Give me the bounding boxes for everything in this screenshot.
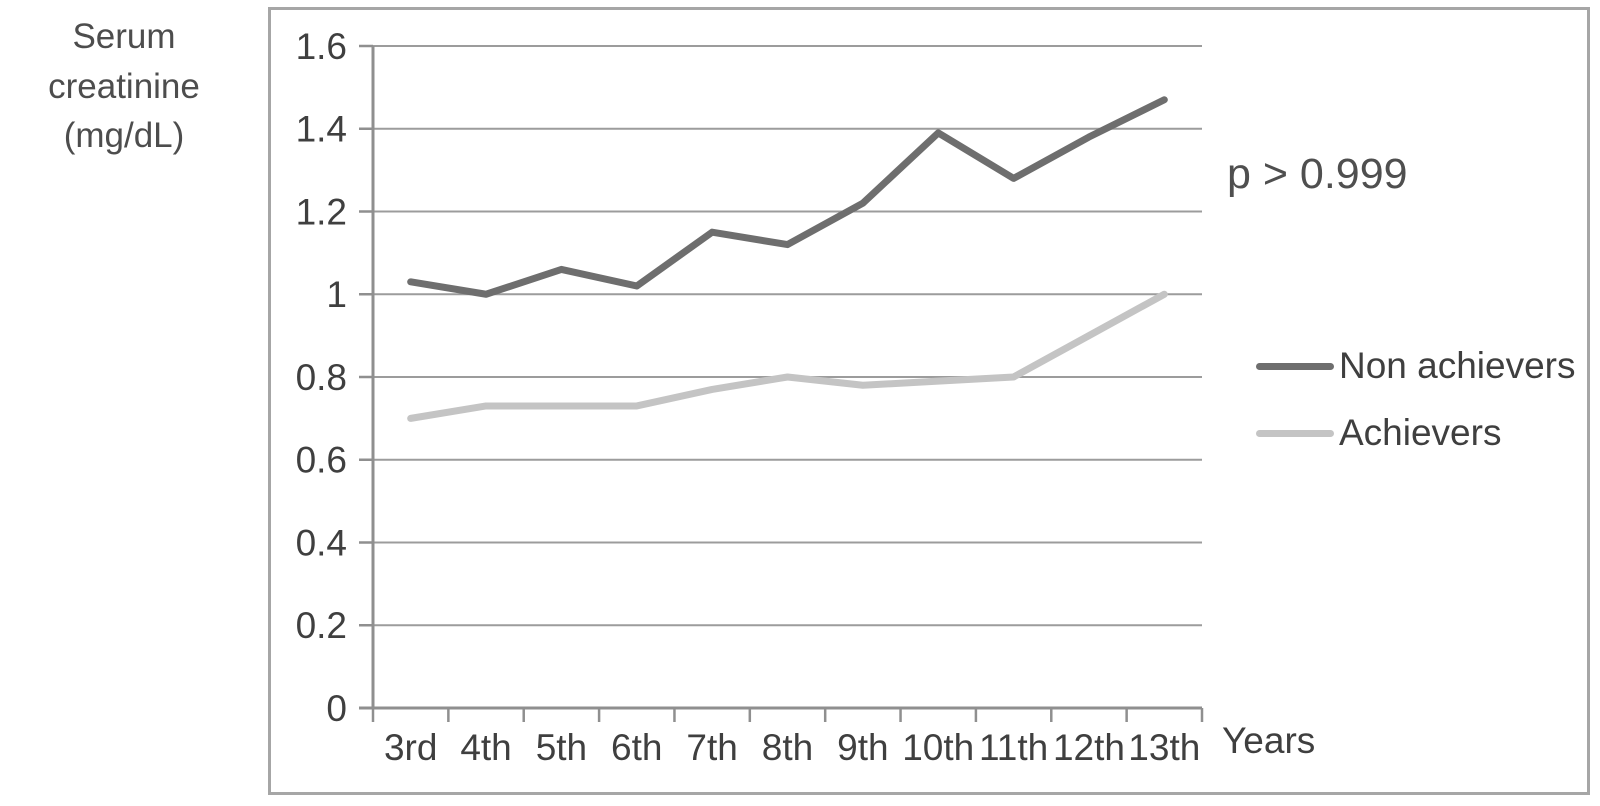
series-line-achievers	[407, 290, 1168, 422]
x-tick-label: 9th	[837, 727, 888, 768]
y-axis-title: Serum creatinine (mg/dL)	[0, 12, 248, 161]
y-tick-label: 1.6	[296, 26, 347, 67]
legend-item-non-achievers: Non achievers	[1256, 344, 1576, 388]
y-axis-title-line1: Serum creatinine	[48, 17, 200, 106]
y-axis-title-line2: (mg/dL)	[63, 116, 185, 156]
x-tick-label: 13th	[1128, 727, 1200, 768]
y-tick-label: 0	[326, 688, 347, 729]
x-tick-label: 7th	[686, 727, 737, 768]
x-tick-label: 5th	[536, 727, 587, 768]
legend-item-achievers: Achievers	[1256, 411, 1576, 455]
y-tick-label: 0.4	[296, 522, 347, 563]
y-tick-label: 0.6	[296, 440, 347, 481]
legend: Non achievers Achievers	[1256, 344, 1576, 478]
legend-label-non-achievers: Non achievers	[1339, 345, 1576, 386]
x-tick-label: 4th	[460, 727, 511, 768]
y-tick-label: 1.2	[296, 191, 347, 232]
legend-line-swatch-achievers	[1256, 429, 1334, 437]
p-value-annotation: p > 0.999	[1227, 150, 1408, 198]
y-tick-label: 1	[326, 274, 347, 315]
x-tick-label: 3rd	[384, 727, 437, 768]
y-tick-label: 1.4	[296, 109, 347, 150]
x-tick-label: 11th	[979, 727, 1048, 768]
x-tick-label: 6th	[611, 727, 662, 768]
x-tick-label: 12th	[1053, 727, 1125, 768]
x-tick-label: 10th	[902, 727, 974, 768]
series-line-non-achievers	[407, 96, 1168, 298]
x-axis-unit-label: Years	[1222, 720, 1316, 761]
legend-line-swatch-non-achievers	[1256, 362, 1334, 370]
legend-label-achievers: Achievers	[1339, 412, 1502, 453]
y-tick-label: 0.2	[296, 605, 347, 646]
x-tick-label: 8th	[762, 727, 813, 768]
y-tick-label: 0.8	[296, 357, 347, 398]
